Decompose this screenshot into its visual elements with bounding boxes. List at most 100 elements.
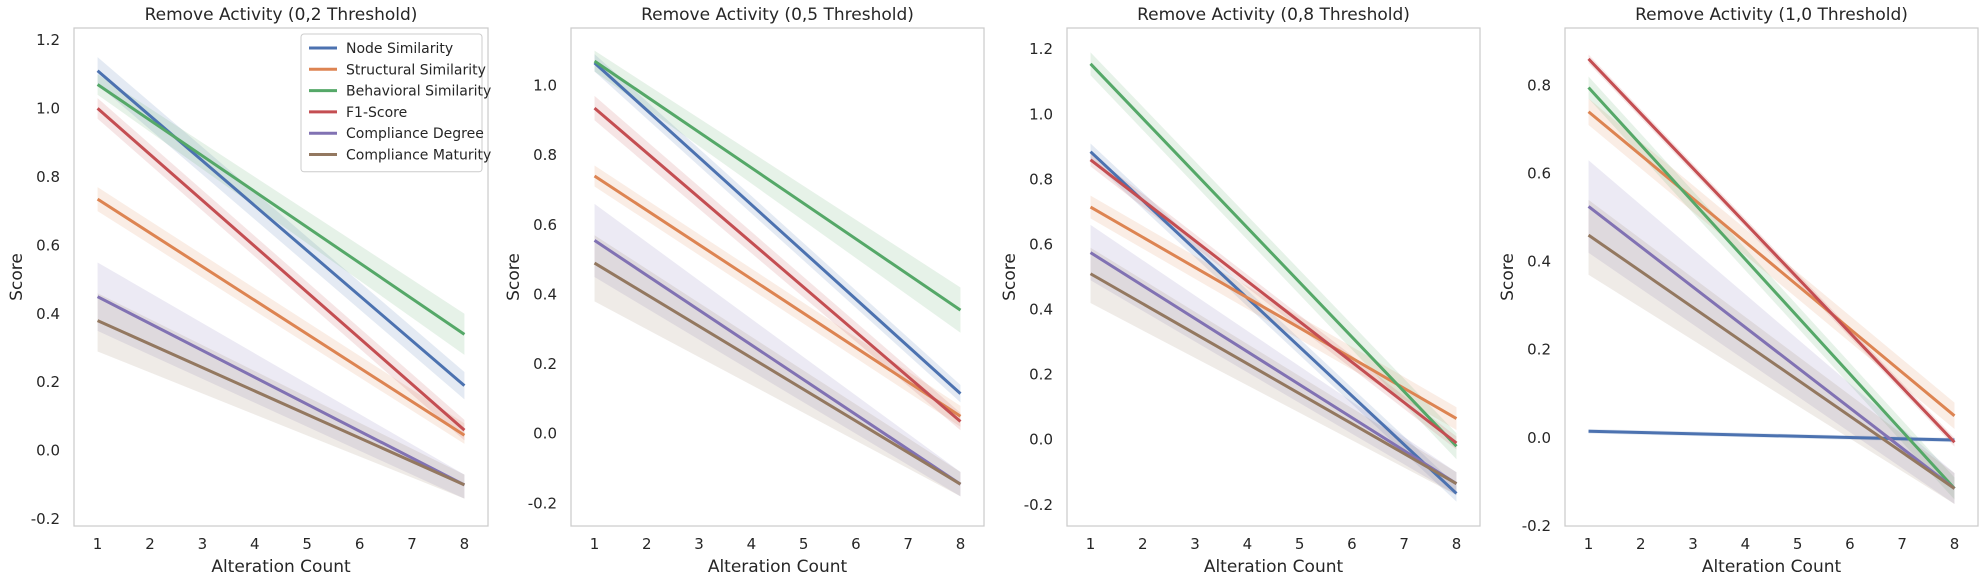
series-line-3 [1089,62,1458,448]
x-tick-label: 5 [1295,535,1305,553]
x-tick-label: 4 [1243,535,1253,553]
series-line-6 [96,319,466,487]
ci-band-6 [1090,247,1457,496]
x-tick-label: 2 [1138,535,1148,553]
y-tick-label: 0.4 [1527,253,1551,271]
series-line-2 [593,174,962,418]
x-tick-label: 3 [694,535,704,553]
x-tick-label: 7 [1399,535,1409,553]
x-tick-label: 1 [93,535,103,553]
series-line-1 [1588,429,1955,442]
series-line-4 [593,106,962,423]
ci-band-3 [594,50,961,333]
x-axis-label: Alteration Count [708,557,848,577]
y-tick-label: 1.2 [36,31,60,49]
x-axis-label: Alteration Count [1204,557,1344,577]
x-tick-label: 4 [250,535,260,553]
x-tick-label: 6 [1347,535,1357,553]
series-line-3 [96,83,466,336]
x-tick-label: 3 [1688,535,1698,553]
y-axis-label: Score [1000,253,1020,301]
axes-frame [1066,27,1481,527]
x-tick-label: 7 [407,535,417,553]
y-tick-label: 0.0 [36,442,60,460]
x-tick-label: 3 [198,535,208,553]
x-tick-label: 4 [1741,535,1751,553]
x-tick-label: 8 [460,535,470,553]
y-tick-label: -0.2 [31,510,60,528]
series-line-2 [96,197,466,437]
x-axis-label: Alteration Count [211,557,351,577]
y-tick-label: 0.6 [36,236,60,254]
legend-label: Structural Similarity [346,62,486,78]
legend-label: Compliance Maturity [346,148,491,164]
series-line-6 [1089,272,1458,485]
x-tick-label: 5 [1793,535,1803,553]
y-tick-label: 0.8 [1029,170,1053,188]
x-tick-label: 6 [851,535,861,553]
series-line-4 [1587,57,1956,444]
legend-label: Behavioral Similarity [346,84,491,100]
series-line-5 [1587,205,1956,490]
axes-frame [570,27,985,527]
y-tick-label: 1.0 [36,99,60,117]
legend-label: Node Similarity [346,41,453,57]
series-line-6 [1587,233,1956,490]
y-tick-label: 0.2 [1029,366,1053,384]
x-tick-label: 8 [956,535,966,553]
x-tick-label: 3 [1190,535,1200,553]
series-line-2 [1587,110,1956,417]
x-tick-label: 1 [590,535,600,553]
series-line-6 [593,261,962,486]
x-axis-label: Alteration Count [1702,557,1842,577]
y-tick-label: -0.2 [528,494,557,512]
y-tick-label: 0.8 [36,168,60,186]
chart-panel-3: 1 2 3 4 5 6 7 8 -0.2 0.0 0.2 0.4 0.6 0.8 1.0 1.2 Remove … [1000,5,1481,577]
chart-title: Remove Activity (0,8 Threshold) [1137,5,1410,25]
legend-label: Compliance Degree [346,126,484,142]
y-tick-label: 0.4 [533,285,557,303]
axes-frame [73,27,489,527]
x-tick-label: 7 [903,535,913,553]
x-tick-label: 5 [799,535,809,553]
x-tick-label: 1 [1086,535,1096,553]
x-tick-label: 6 [355,535,365,553]
y-tick-label: 0.2 [533,355,557,373]
y-tick-label: 0.4 [36,305,60,323]
series-line-5 [1089,251,1458,485]
x-tick-label: 2 [642,535,652,553]
chart-title: Remove Activity (0,2 Threshold) [145,5,418,25]
y-axis-label: Score [1498,253,1518,301]
x-tick-label: 6 [1845,535,1855,553]
x-tick-label: 4 [747,535,757,553]
y-tick-label: 0.6 [1029,235,1053,253]
y-tick-label: 0.6 [1527,164,1551,182]
series-line-1 [96,69,466,387]
series-line-3 [593,59,962,312]
x-tick-label: 1 [1584,535,1594,553]
series-line-5 [96,295,466,487]
y-tick-label: 0.0 [1029,431,1053,449]
chart-panel-4: 1 2 3 4 5 6 7 8 -0.2 0.0 0.2 0.4 0.6 0.8 Remove Activi… [1498,5,1979,577]
ci-band-3 [97,74,465,355]
chart-panel-2: 1 2 3 4 5 6 7 8 -0.2 0.0 0.2 0.4 0.6 0.8 1.0 Remove Act… [504,5,985,577]
y-tick-label: 0.0 [533,425,557,443]
x-tick-label: 8 [1452,535,1462,553]
y-tick-label: 0.0 [1527,429,1551,447]
x-tick-label: 7 [1897,535,1907,553]
chart-title: Remove Activity (0,5 Threshold) [641,5,914,25]
x-tick-label: 8 [1950,535,1960,553]
legend-label: F1-Score [346,105,407,121]
series-line-1 [593,61,962,395]
y-tick-label: 0.8 [533,146,557,164]
x-tick-label: 2 [145,535,155,553]
chart-title: Remove Activity (1,0 Threshold) [1635,5,1908,25]
legend-box [300,33,483,173]
y-tick-label: -0.2 [1024,496,1053,514]
y-tick-label: 0.6 [533,216,557,234]
y-tick-label: 1.2 [1029,40,1053,58]
y-axis-label: Score [504,253,524,301]
axes-frame [1564,27,1979,527]
series-line-5 [593,239,962,486]
